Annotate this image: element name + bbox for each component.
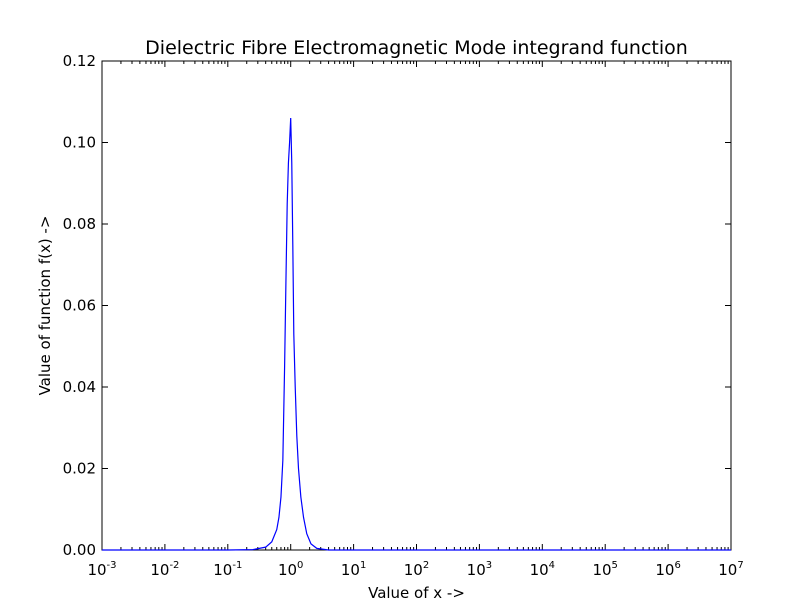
- x-tick-base: 10: [592, 561, 611, 579]
- y-tick-label: 0.10: [63, 134, 96, 152]
- x-tick-label: 100: [278, 560, 303, 579]
- x-tick-exponent: 3: [486, 560, 492, 571]
- ticks-layer: 10-3 10-2 10-1 100 101 102 103 104 105 106 1070.00…: [63, 52, 744, 579]
- x-tick-label: 104: [530, 560, 555, 579]
- x-tick-base: 10: [467, 561, 486, 579]
- x-tick-exponent: 6: [674, 560, 680, 571]
- x-tick-exponent: 1: [360, 560, 366, 571]
- x-tick-exponent: -1: [232, 560, 242, 571]
- x-tick-base: 10: [404, 561, 423, 579]
- x-tick-base: 10: [87, 561, 106, 579]
- x-tick-label: 106: [655, 560, 680, 579]
- x-tick-base: 10: [213, 561, 232, 579]
- chart-title: Dielectric Fibre Electromagnetic Mode in…: [145, 37, 688, 59]
- x-tick-label: 10-1: [213, 560, 242, 579]
- x-tick-label: 102: [404, 560, 429, 579]
- y-tick-label: 0.08: [63, 215, 96, 233]
- series-line: [102, 118, 731, 551]
- x-tick-base: 10: [341, 561, 360, 579]
- y-axis-label: Value of function f(x) ->: [36, 216, 54, 396]
- x-tick-exponent: 7: [737, 560, 743, 571]
- x-tick-exponent: -2: [169, 560, 179, 571]
- x-axis-label: Value of x ->: [368, 584, 465, 602]
- x-tick-label: 105: [592, 560, 617, 579]
- x-tick-exponent: 5: [612, 560, 618, 571]
- x-tick-label: 10-3: [87, 560, 116, 579]
- x-tick-label: 10-2: [150, 560, 179, 579]
- x-tick-exponent: 4: [549, 560, 555, 571]
- x-tick-label: 103: [467, 560, 492, 579]
- y-tick-label: 0.00: [63, 541, 96, 559]
- x-tick-exponent: 0: [297, 560, 303, 571]
- x-tick-base: 10: [718, 561, 737, 579]
- x-tick-base: 10: [530, 561, 549, 579]
- x-tick-exponent: 2: [423, 560, 429, 571]
- y-tick-label: 0.06: [63, 297, 96, 315]
- y-tick-label: 0.12: [63, 52, 96, 70]
- x-tick-base: 10: [150, 561, 169, 579]
- x-tick-base: 10: [655, 561, 674, 579]
- x-tick-base: 10: [278, 561, 297, 579]
- plot-frame: [101, 60, 732, 551]
- y-tick-label: 0.04: [63, 378, 96, 396]
- x-tick-label: 101: [341, 560, 366, 579]
- x-tick-exponent: -3: [107, 560, 117, 571]
- y-tick-label: 0.02: [63, 460, 96, 478]
- x-tick-label: 107: [718, 560, 743, 579]
